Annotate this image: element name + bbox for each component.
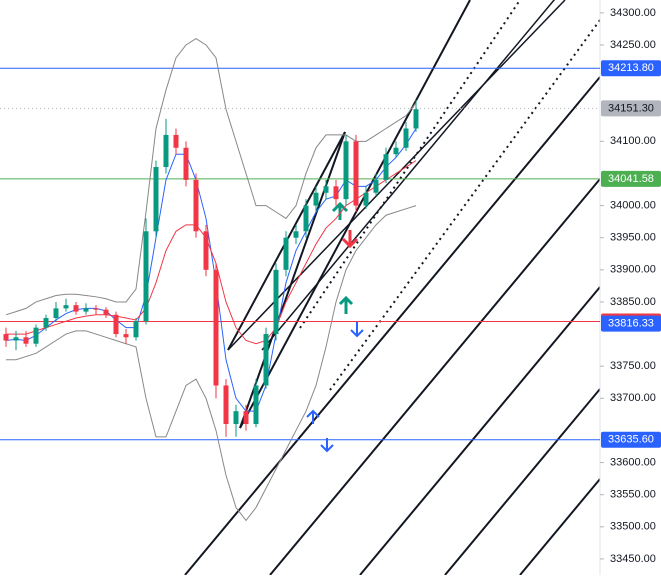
candle-body (173, 134, 179, 148)
price-tag-label: 34213.80 (608, 62, 654, 74)
candle-body (13, 337, 19, 341)
candle-body (103, 309, 109, 315)
price-tag-label: 33816.33 (608, 317, 654, 329)
y-tick-label: 33950.00 (610, 232, 656, 244)
y-tick-label: 33600.00 (610, 456, 656, 468)
indicator-line (6, 205, 417, 522)
price-tag-label: 34041.58 (608, 173, 654, 185)
price-tag (601, 431, 661, 448)
candle-body (233, 411, 239, 425)
candle-body (253, 385, 259, 425)
y-tick-label: 34000.00 (610, 199, 656, 211)
price-tag-label: 33635.60 (608, 434, 654, 446)
candle-body (123, 334, 129, 338)
y-tick-label: 33500.00 (610, 521, 656, 533)
candle-body (333, 186, 339, 200)
candle-body (183, 147, 189, 180)
candle-body (313, 192, 319, 206)
candle-body (413, 109, 419, 129)
price-tag (601, 60, 661, 77)
candle-body (303, 205, 309, 232)
candle-body (33, 327, 39, 344)
candle-body (113, 314, 119, 335)
price-tag-label: 34151.30 (608, 102, 654, 114)
candle-body (363, 192, 369, 206)
candle-body (273, 269, 279, 335)
candle-body (83, 308, 89, 312)
candle-body (93, 308, 99, 310)
candle-body (223, 385, 229, 425)
candle-body (43, 318, 49, 328)
candle-body (163, 134, 169, 168)
price-tag (601, 170, 661, 187)
candle-body (143, 231, 149, 322)
indicator-line (6, 160, 417, 345)
candle-body (63, 305, 69, 309)
candle-body (243, 411, 249, 425)
pitchfork (184, 0, 600, 575)
candle-body (343, 141, 349, 200)
y-tick-label: 33850.00 (610, 296, 656, 308)
candle-body (153, 167, 159, 232)
candle-body (403, 128, 409, 148)
price-tag (601, 315, 661, 332)
signal-arrows (306, 201, 364, 453)
y-tick-label: 34100.00 (610, 135, 656, 147)
y-tick-label: 33450.00 (610, 553, 656, 565)
candle-body (213, 269, 219, 386)
candle-body (53, 308, 59, 319)
candle-body (393, 147, 399, 155)
indicator-line (5, 37, 417, 316)
candle-body (203, 231, 209, 270)
candle-body (353, 141, 359, 206)
y-tick-label: 34300.00 (610, 7, 656, 19)
candle-body (383, 154, 389, 180)
candle-body (373, 179, 379, 193)
y-tick-label: 33900.00 (610, 264, 656, 276)
candle-body (23, 337, 29, 344)
y-tick-label: 34250.00 (610, 39, 656, 51)
y-tick-label: 33550.00 (610, 489, 656, 501)
price-tag (601, 100, 661, 117)
candle-body (133, 321, 139, 338)
candle-body (193, 179, 199, 232)
candle-body (73, 305, 79, 312)
candle-body (283, 237, 289, 270)
candle-body (293, 231, 299, 238)
y-tick-label: 33750.00 (610, 360, 656, 372)
candle-body (3, 334, 9, 341)
y-tick-label: 33700.00 (610, 392, 656, 404)
candle-body (263, 334, 269, 386)
candle-body (323, 186, 329, 193)
